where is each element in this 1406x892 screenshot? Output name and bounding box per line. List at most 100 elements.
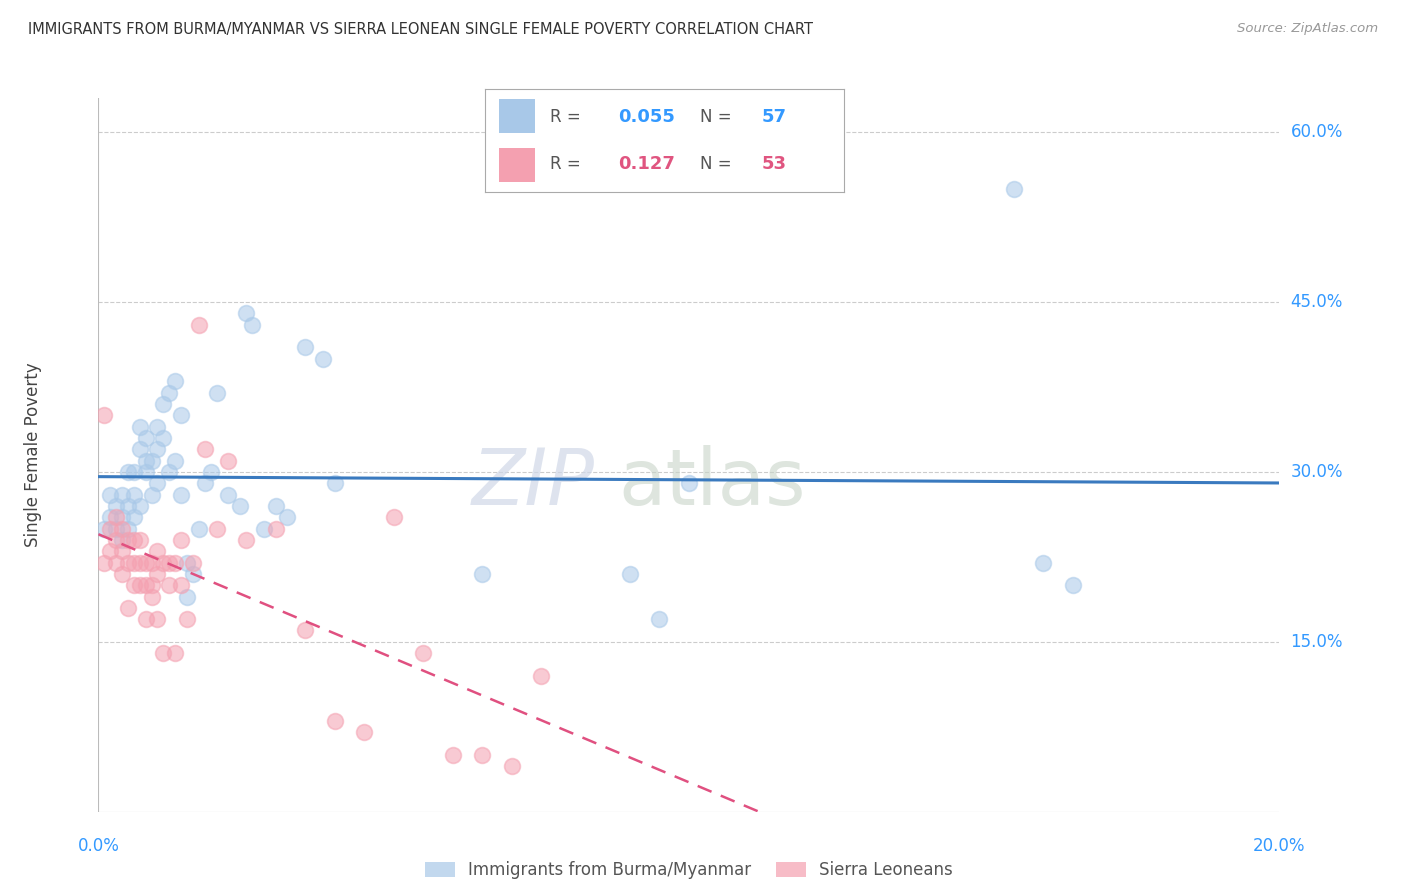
Point <box>122 487 145 501</box>
Point <box>135 465 157 479</box>
Point <box>93 409 115 423</box>
Point <box>312 351 335 366</box>
Point <box>170 409 193 423</box>
Point <box>187 318 209 332</box>
Point <box>323 476 346 491</box>
Point <box>276 510 298 524</box>
Point <box>111 487 134 501</box>
Point <box>264 522 287 536</box>
Point <box>471 748 494 763</box>
Point <box>152 397 174 411</box>
Point <box>128 578 150 592</box>
Point <box>146 612 169 626</box>
Point <box>205 385 228 400</box>
Point <box>176 590 198 604</box>
Point <box>135 453 157 467</box>
Point <box>128 556 150 570</box>
Point <box>648 612 671 626</box>
Point <box>165 646 187 660</box>
Point <box>205 522 228 536</box>
Point <box>170 578 193 592</box>
Point <box>98 487 121 501</box>
Point <box>235 306 257 320</box>
Point <box>128 442 150 457</box>
Point <box>619 566 641 581</box>
Bar <box>499 148 536 181</box>
Point <box>1032 556 1054 570</box>
Point <box>1002 182 1025 196</box>
Text: 15.0%: 15.0% <box>1291 632 1343 651</box>
Text: 53: 53 <box>761 155 786 173</box>
Text: 20.0%: 20.0% <box>1253 837 1306 855</box>
Point <box>152 556 174 570</box>
Point <box>117 533 139 547</box>
Point <box>117 522 139 536</box>
Point <box>217 487 239 501</box>
Point <box>229 499 252 513</box>
Point <box>141 556 163 570</box>
Point <box>122 510 145 524</box>
Point <box>105 522 128 536</box>
Point <box>294 624 316 638</box>
Legend: Immigrants from Burma/Myanmar, Sierra Leoneans: Immigrants from Burma/Myanmar, Sierra Le… <box>418 855 960 886</box>
Point <box>141 487 163 501</box>
Point <box>117 600 139 615</box>
Text: ZIP: ZIP <box>471 445 595 522</box>
Point <box>105 556 128 570</box>
Point <box>105 499 128 513</box>
Point <box>253 522 276 536</box>
Point <box>111 522 134 536</box>
Text: 45.0%: 45.0% <box>1291 293 1343 311</box>
Point <box>111 510 134 524</box>
Point <box>200 465 222 479</box>
Point <box>165 453 187 467</box>
Point <box>111 533 134 547</box>
Text: 57: 57 <box>761 108 786 126</box>
Point <box>412 646 434 660</box>
Point <box>117 465 139 479</box>
Point <box>122 465 145 479</box>
Point <box>165 374 187 388</box>
Point <box>105 510 128 524</box>
Point <box>323 714 346 728</box>
Point <box>98 544 121 558</box>
Point <box>122 556 145 570</box>
Text: 0.0%: 0.0% <box>77 837 120 855</box>
Point <box>181 556 204 570</box>
Point <box>128 533 150 547</box>
Point <box>146 442 169 457</box>
Point <box>122 578 145 592</box>
Point <box>135 556 157 570</box>
Point <box>141 453 163 467</box>
Text: R =: R = <box>550 108 581 126</box>
Point <box>165 556 187 570</box>
Point <box>194 442 217 457</box>
Point <box>98 522 121 536</box>
Point <box>294 340 316 354</box>
Point <box>678 476 700 491</box>
Text: N =: N = <box>700 108 731 126</box>
Text: atlas: atlas <box>619 445 806 522</box>
Point <box>240 318 263 332</box>
Point <box>152 431 174 445</box>
Point <box>157 556 180 570</box>
Point <box>146 476 169 491</box>
Point <box>135 431 157 445</box>
Point <box>111 544 134 558</box>
Point <box>141 578 163 592</box>
Point <box>181 566 204 581</box>
Point <box>176 612 198 626</box>
Point <box>93 522 115 536</box>
Point <box>98 510 121 524</box>
Point <box>501 759 523 773</box>
Point <box>135 578 157 592</box>
Point <box>441 748 464 763</box>
Point <box>1062 578 1084 592</box>
Point <box>176 556 198 570</box>
Point <box>122 533 145 547</box>
Point <box>105 533 128 547</box>
Text: 30.0%: 30.0% <box>1291 463 1343 481</box>
Point <box>146 544 169 558</box>
Point <box>194 476 217 491</box>
Point <box>382 510 405 524</box>
